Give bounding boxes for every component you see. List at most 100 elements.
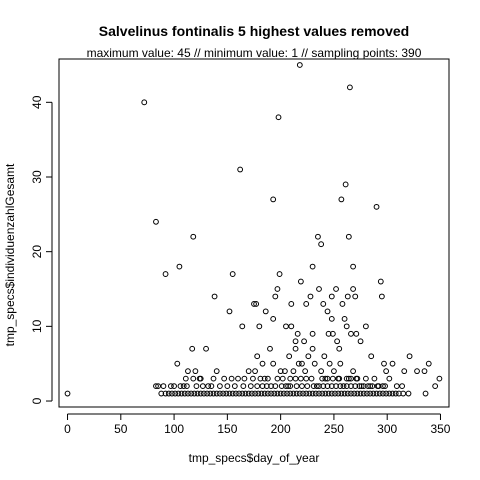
x-tick-label: 150 [217, 422, 237, 436]
data-point [297, 278, 304, 285]
data-point [338, 390, 345, 397]
y-tick-label: 10 [30, 319, 44, 333]
data-point [321, 353, 328, 360]
data-point [302, 368, 309, 375]
data-points [64, 62, 443, 397]
data-point [354, 390, 361, 397]
axes: 0 50 100 150 200 250 300 350 0 10 20 30 40 [30, 95, 451, 436]
data-point [283, 383, 289, 389]
data-point [380, 390, 386, 397]
data-point [369, 383, 376, 389]
data-point [285, 383, 291, 389]
y-tick-label: 30 [30, 170, 44, 184]
data-point [301, 338, 307, 345]
data-point [335, 390, 342, 397]
data-point [318, 368, 325, 375]
data-point [320, 301, 327, 307]
data-point [245, 368, 252, 375]
data-point [381, 360, 387, 367]
data-point [357, 338, 364, 345]
data-point [288, 323, 295, 330]
data-point [210, 375, 217, 382]
data-point [270, 360, 277, 367]
data-point [360, 390, 367, 397]
data-point [155, 383, 161, 389]
data-point [292, 345, 299, 352]
data-point [190, 233, 197, 240]
data-point [204, 390, 211, 397]
data-point [211, 293, 218, 300]
data-point [264, 390, 271, 397]
data-point [182, 375, 189, 382]
data-point [272, 293, 279, 300]
data-point [220, 390, 226, 397]
data-point [334, 338, 341, 345]
data-point [370, 390, 377, 397]
data-point [292, 375, 299, 382]
data-point [328, 293, 335, 300]
data-point [287, 383, 294, 389]
data-point [350, 263, 356, 270]
data-point [255, 390, 262, 397]
data-point [190, 375, 197, 382]
data-point [414, 368, 420, 375]
data-point [383, 390, 390, 397]
data-point [303, 390, 310, 397]
data-point [217, 390, 223, 397]
data-point [309, 330, 316, 337]
data-point [315, 233, 321, 240]
data-point [235, 375, 241, 382]
data-point [64, 390, 71, 397]
data-point [304, 383, 311, 389]
x-tick-label: 300 [377, 422, 397, 436]
data-point [293, 383, 300, 389]
plot-frame [58, 58, 450, 408]
data-point [239, 390, 246, 397]
data-point [193, 383, 200, 389]
data-point [367, 390, 374, 397]
data-point [196, 375, 203, 382]
data-point [332, 390, 338, 397]
data-point [201, 390, 207, 397]
data-point [362, 323, 369, 330]
data-point [185, 368, 191, 375]
data-point [348, 383, 354, 389]
data-point [308, 375, 315, 382]
data-point [275, 114, 282, 121]
y-tick-label: 40 [30, 95, 44, 109]
data-point [400, 390, 407, 397]
data-point [376, 390, 383, 397]
data-point [326, 360, 333, 367]
data-point [253, 301, 260, 307]
data-point [350, 286, 356, 292]
data-point [188, 390, 195, 397]
data-point [158, 390, 165, 397]
data-point [331, 368, 337, 375]
data-point [303, 375, 310, 382]
data-point [368, 353, 375, 360]
data-point [316, 390, 322, 397]
data-point [324, 375, 331, 382]
data-point [262, 308, 269, 315]
data-point [278, 383, 285, 389]
data-point [348, 390, 354, 397]
data-point [270, 196, 277, 203]
x-tick-label: 200 [271, 422, 291, 436]
data-point [386, 375, 393, 382]
data-point [162, 271, 169, 277]
data-point [328, 315, 335, 322]
data-point [191, 390, 198, 397]
data-point [250, 375, 256, 382]
data-point [396, 390, 402, 397]
data-point [352, 383, 359, 389]
data-point [362, 375, 369, 382]
x-tick-label: 0 [64, 422, 71, 436]
y-tick-label: 20 [30, 245, 44, 259]
data-point [309, 345, 316, 352]
data-point [274, 286, 281, 292]
data-point [347, 84, 353, 91]
data-point [236, 390, 242, 397]
data-point [221, 375, 228, 382]
data-point [353, 375, 360, 382]
